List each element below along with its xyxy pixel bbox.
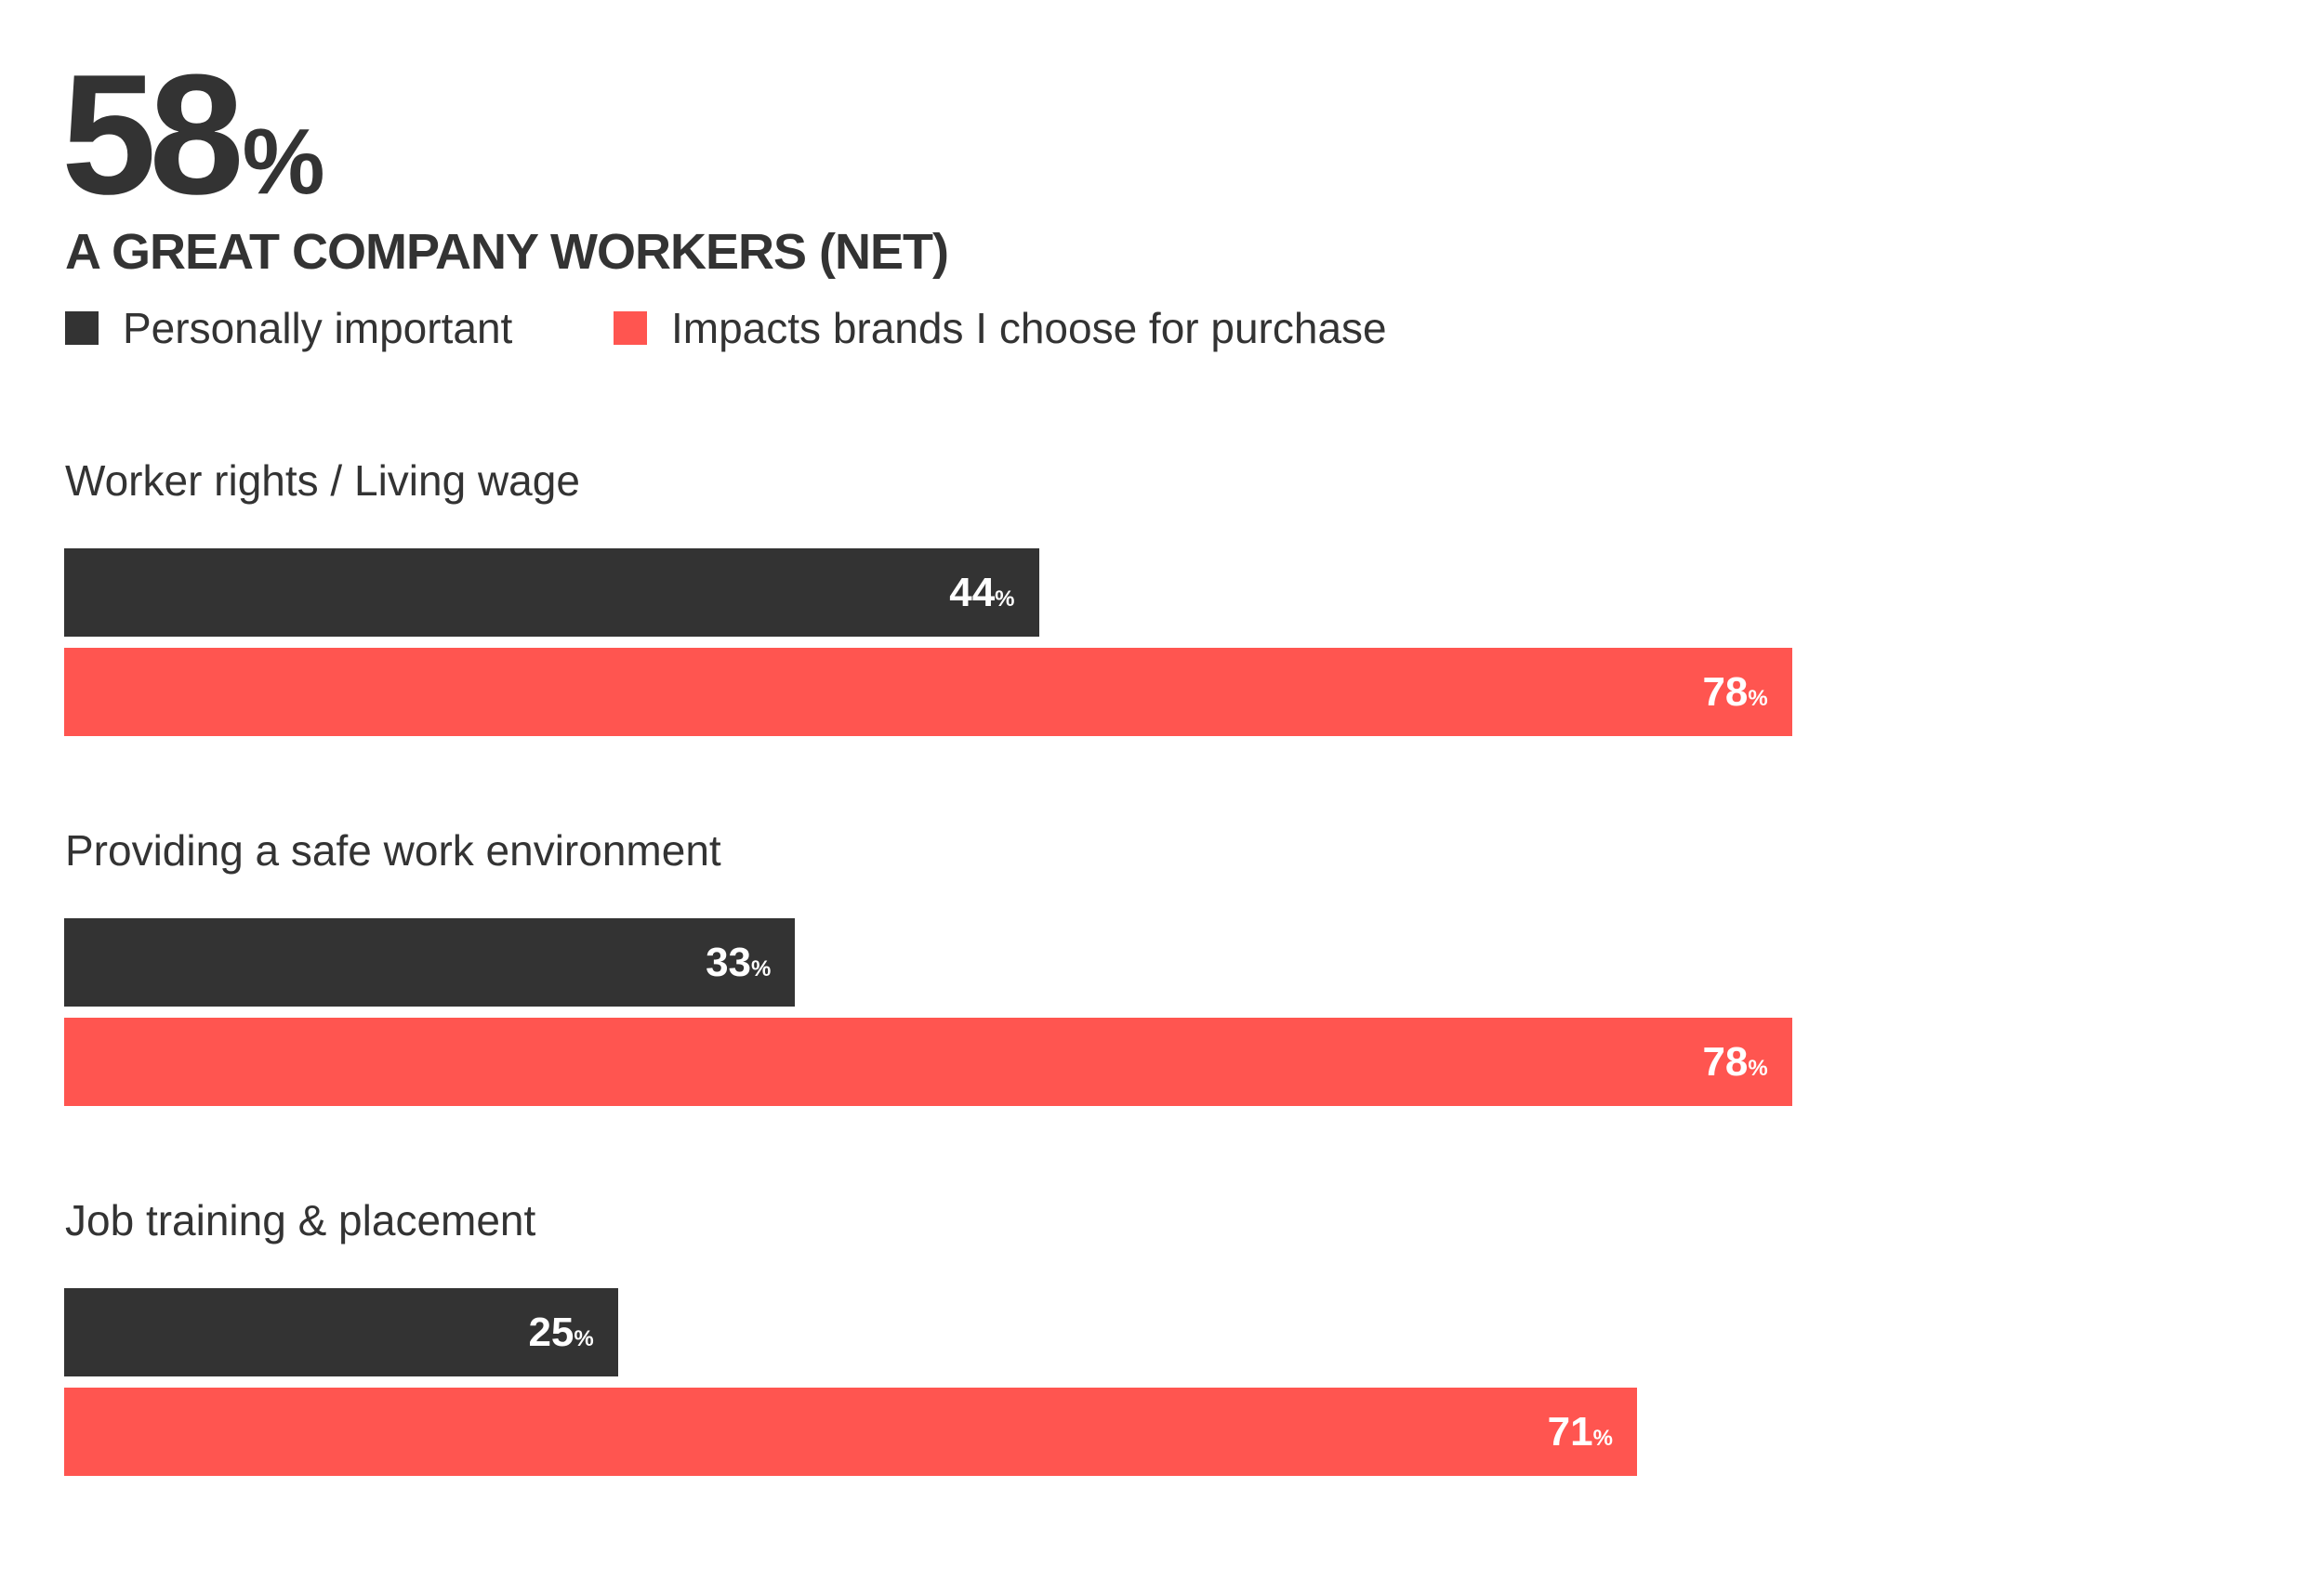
- legend-label: Personally important: [123, 304, 513, 352]
- data-label: 44%: [949, 570, 1014, 616]
- data-label-unit: %: [751, 955, 772, 981]
- bar-personally-important: 25%: [64, 1288, 618, 1376]
- legend-label: Impacts brands I choose for purchase: [671, 304, 1387, 352]
- data-label-value: 71: [1547, 1408, 1593, 1455]
- chart-title: A GREAT COMPANY WORKERS (NET): [65, 224, 949, 280]
- bar-impacts-brands: 71%: [64, 1388, 1637, 1476]
- headline-stat: 58%: [61, 48, 325, 219]
- headline-value: 58: [61, 38, 244, 230]
- category-label: Providing a safe work environment: [65, 826, 721, 875]
- legend-swatch: [65, 311, 99, 345]
- data-label-value: 25: [528, 1309, 574, 1355]
- category-label: Worker rights / Living wage: [65, 456, 580, 505]
- data-label-unit: %: [1748, 685, 1768, 711]
- data-label-value: 78: [1702, 1038, 1749, 1085]
- data-label-unit: %: [1592, 1425, 1613, 1451]
- data-label: 71%: [1548, 1409, 1613, 1455]
- legend-item-personally-important: Personally important: [65, 303, 512, 353]
- bar-impacts-brands: 78%: [64, 1018, 1792, 1106]
- data-label: 78%: [1702, 669, 1767, 716]
- data-label-unit: %: [574, 1325, 594, 1351]
- data-label: 25%: [528, 1310, 593, 1356]
- data-label: 78%: [1702, 1039, 1767, 1086]
- data-label-unit: %: [1748, 1055, 1768, 1081]
- bar-personally-important: 44%: [64, 548, 1039, 637]
- bar-personally-important: 33%: [64, 918, 796, 1007]
- legend-swatch: [614, 311, 647, 345]
- data-label: 33%: [706, 940, 771, 986]
- data-label-unit: %: [995, 586, 1015, 612]
- legend-item-impacts-brands: Impacts brands I choose for purchase: [614, 303, 1387, 353]
- data-label-value: 33: [706, 939, 752, 985]
- data-label-value: 78: [1702, 668, 1749, 715]
- headline-unit: %: [242, 110, 325, 214]
- bar-impacts-brands: 78%: [64, 648, 1792, 736]
- data-label-value: 44: [949, 569, 996, 615]
- category-label: Job training & placement: [65, 1196, 536, 1244]
